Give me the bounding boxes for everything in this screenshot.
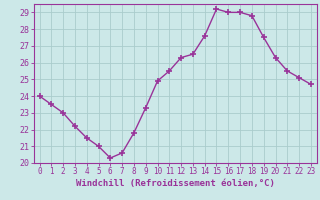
X-axis label: Windchill (Refroidissement éolien,°C): Windchill (Refroidissement éolien,°C) <box>76 179 275 188</box>
